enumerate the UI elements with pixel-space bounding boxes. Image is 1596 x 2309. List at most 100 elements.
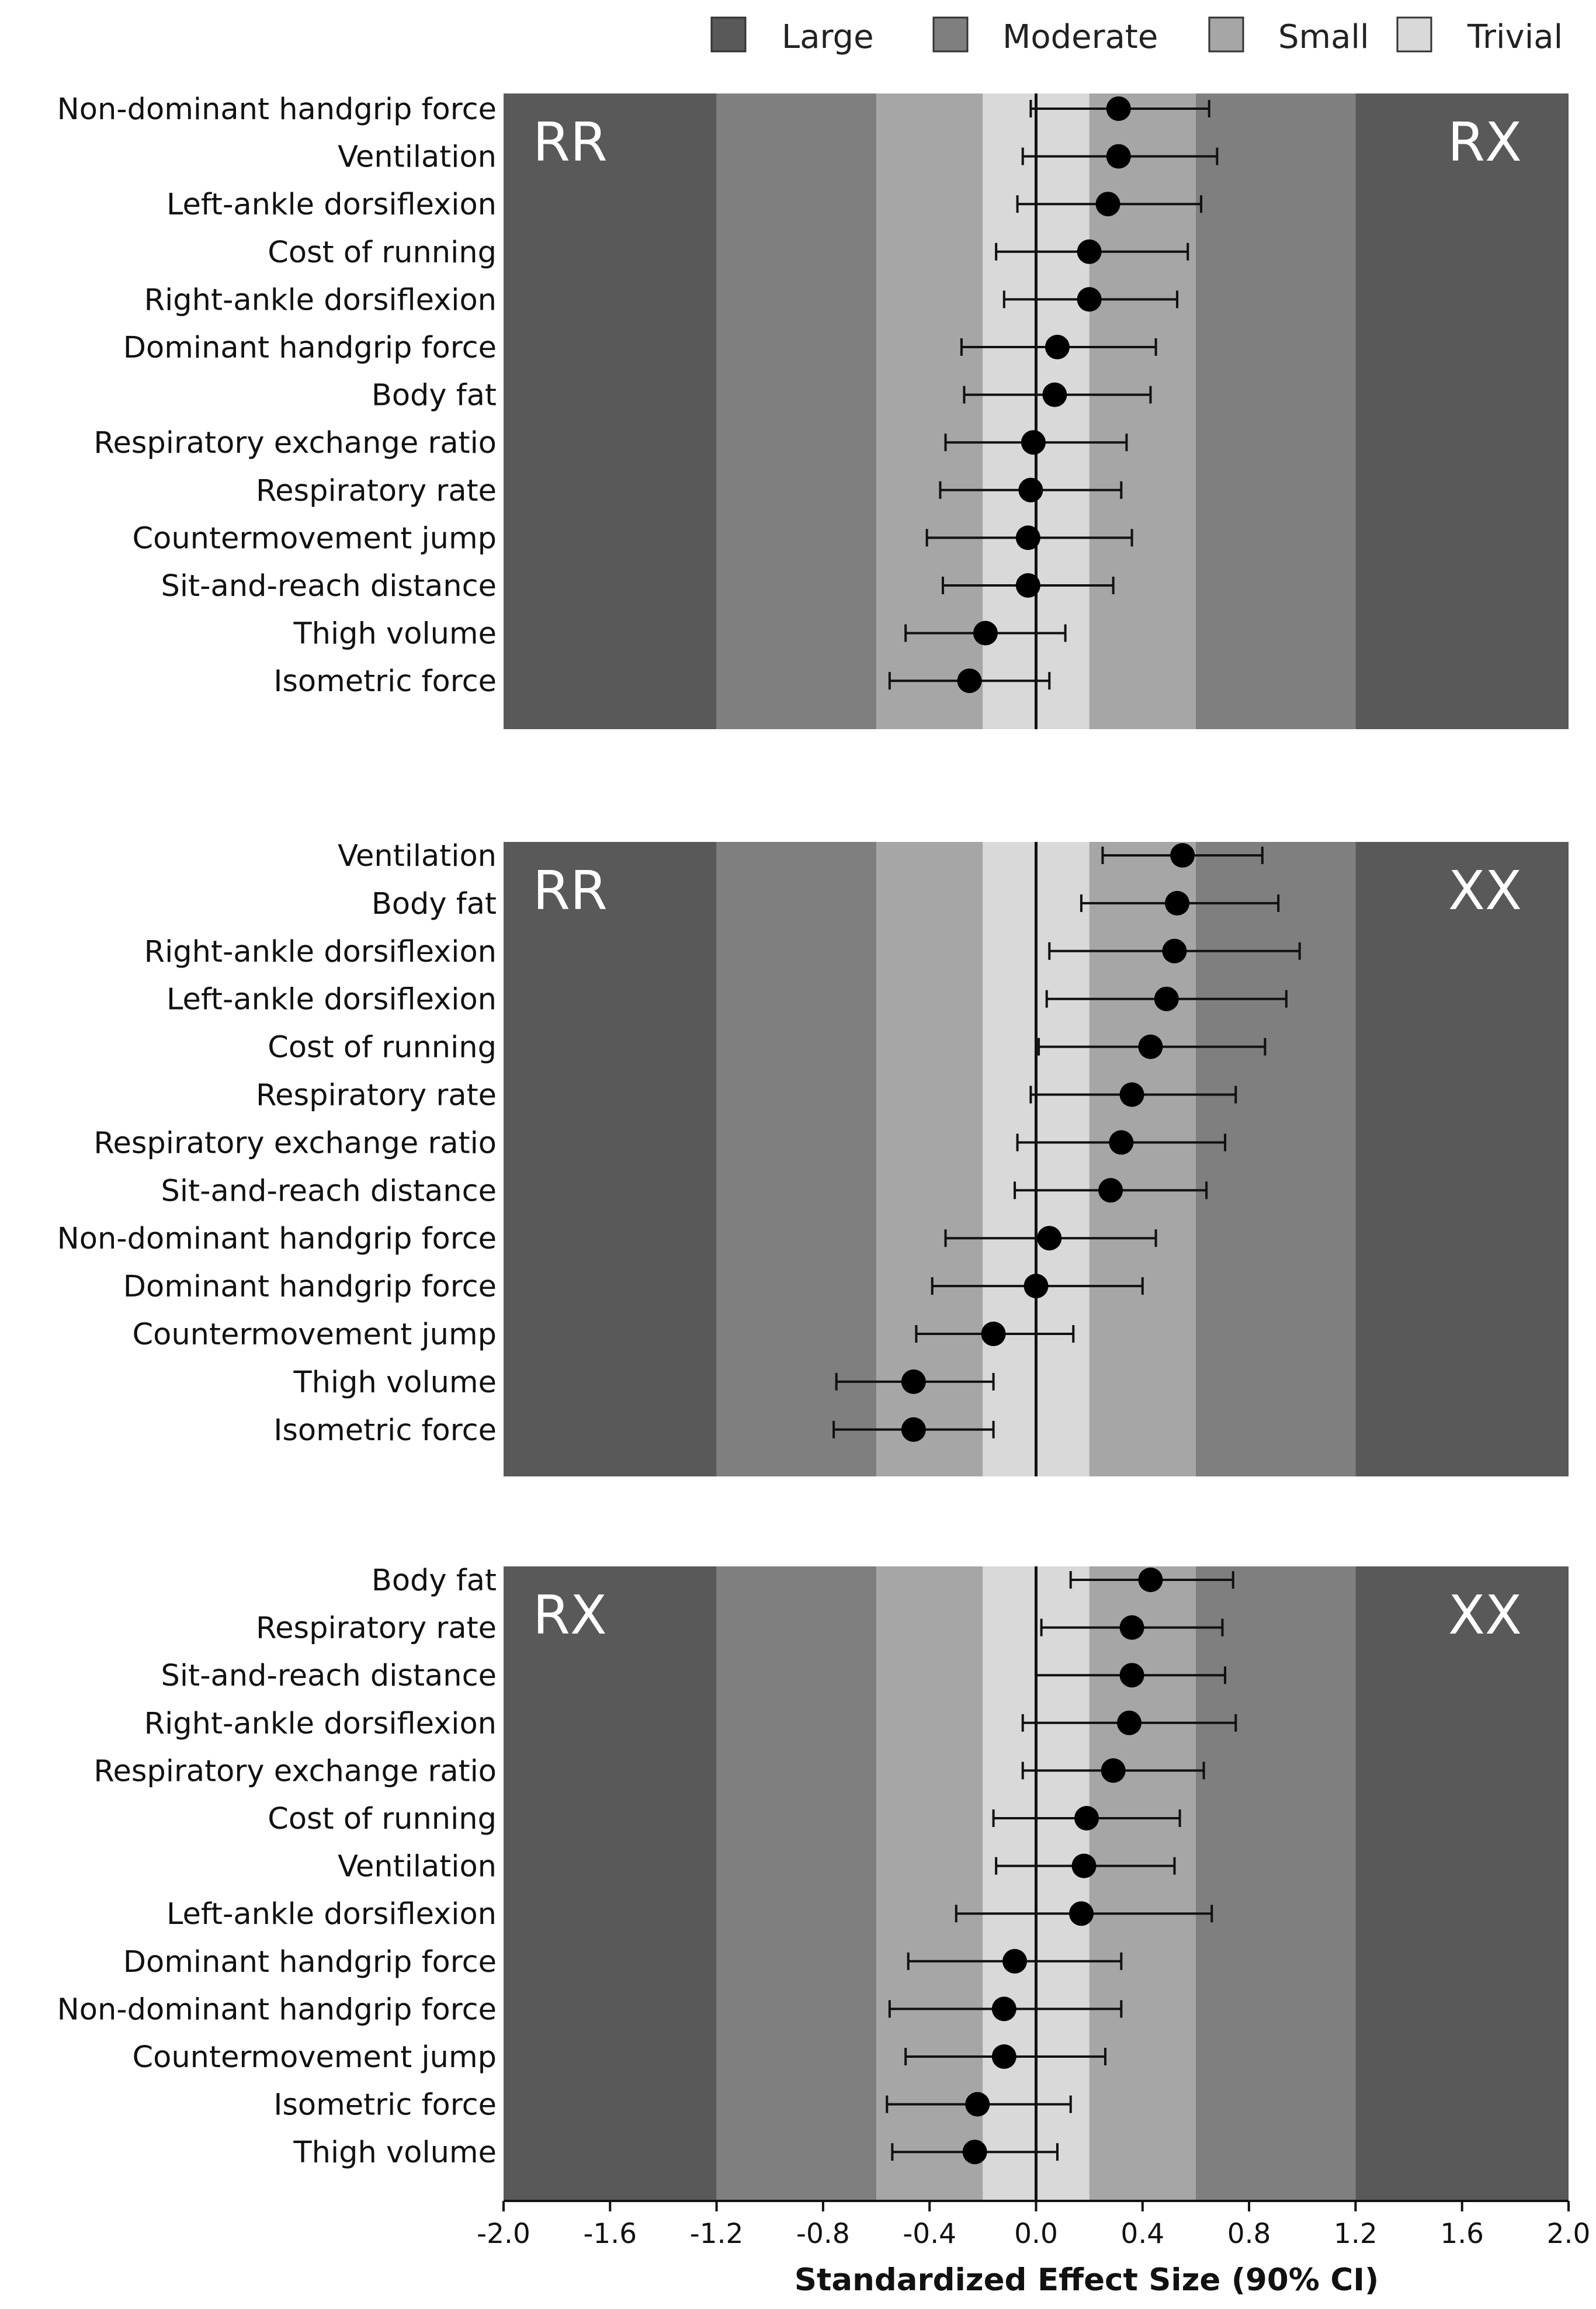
band-small [876,93,983,729]
comparison-label-right: RX [1448,111,1522,174]
point-estimate [1170,843,1195,868]
row-label: Dominant handgrip force [123,1945,497,1979]
row-countermovement-jump: Countermovement jump [133,521,1133,556]
row-label: Sit-and-reach distance [161,1174,497,1208]
row-respiratory-exchange-ratio: Respiratory exchange ratio [93,1126,1227,1160]
x-tick-label: 0.0 [1014,2218,1058,2250]
row-non-dominant-handgrip-force: Non-dominant handgrip force [57,92,1210,127]
row-label: Left-ankle dorsiflexion [166,983,497,1017]
band-small [1089,1566,1196,2201]
point-estimate [1074,1806,1099,1830]
x-axis-title: Standardized Effect Size (90% CI) [794,2262,1379,2298]
band-moderate [716,1566,877,2201]
row-label: Body fat [372,379,497,413]
row-isometric-force: Isometric force [273,1413,995,1448]
row-isometric-force: Isometric force [273,2088,1072,2123]
row-cost-of-running: Cost of running [268,235,1189,270]
point-estimate [1018,477,1043,502]
row-label: Thigh volume [293,1365,497,1400]
x-tick-label: 1.2 [1334,2218,1378,2250]
comparison-label-right: XX [1448,859,1522,922]
point-estimate [1095,192,1120,217]
x-tick-label: -1.6 [583,2218,637,2250]
point-estimate [1138,1034,1163,1059]
row-label: Respiratory exchange ratio [93,426,497,460]
row-label: Respiratory rate [256,474,497,508]
band-large [504,842,717,1476]
point-estimate [1015,525,1040,550]
point-estimate [1042,382,1067,407]
x-axis: -2.0 -1.6 -1.2 -0.8 -0.4 0.0 0.4 0.8 1.2 1.6 2.0 St… [477,2200,1590,2298]
row-right-ankle-dorsiflexion: Right-ankle dorsiflexion [144,283,1179,317]
x-tick-label: 0.8 [1227,2218,1271,2250]
row-countermovement-jump: Countermovement jump [133,1318,1075,1352]
panels: RR RX Non-dominant handgrip force Ventilati… [57,92,1569,2201]
point-estimate [962,2140,987,2165]
legend-label-small: Small [1278,18,1369,56]
point-estimate [1109,1130,1134,1155]
band-small [876,1566,983,2201]
band-moderate [716,842,877,1476]
point-estimate [1077,239,1102,264]
row-non-dominant-handgrip-force: Non-dominant handgrip force [57,1992,1123,2027]
row-dominant-handgrip-force: Dominant handgrip force [123,331,1157,365]
band-moderate [1195,1566,1356,2201]
panel-2: RR XX Ventilation Body fat Right-ankle dorsi… [57,839,1569,1476]
legend-label-moderate: Moderate [1002,18,1158,56]
row-label: Dominant handgrip force [123,331,497,365]
row-dominant-handgrip-force: Dominant handgrip force [123,1270,1144,1304]
row-sit-and-reach-distance: Sit-and-reach distance [161,1659,1227,1693]
point-estimate [901,1417,926,1442]
legend-swatch-moderate [932,16,969,53]
point-estimate [901,1369,926,1394]
row-label: Dominant handgrip force [123,1270,497,1304]
row-right-ankle-dorsiflexion: Right-ankle dorsiflexion [144,935,1301,969]
row-label: Non-dominant handgrip force [57,1222,497,1256]
row-respiratory-rate: Respiratory rate [256,1611,1224,1646]
row-respiratory-exchange-ratio: Respiratory exchange ratio [93,1754,1205,1788]
row-label: Countermovement jump [133,1318,497,1352]
row-right-ankle-dorsiflexion: Right-ankle dorsiflexion [144,1707,1237,1741]
row-thigh-volume: Thigh volume [293,2135,1059,2170]
band-small [1089,842,1196,1476]
band-moderate [716,93,877,729]
band-small [876,842,983,1476]
point-estimate [1117,1710,1142,1735]
row-label: Cost of running [268,235,497,270]
row-label: Right-ankle dorsiflexion [144,283,497,317]
row-left-ankle-dorsiflexion: Left-ankle dorsiflexion [166,188,1203,222]
point-estimate [1045,335,1070,359]
row-label: Respiratory rate [256,1079,497,1113]
row-label: Left-ankle dorsiflexion [166,1897,497,1932]
point-estimate [1119,1615,1144,1640]
legend-swatch-large [710,16,747,53]
row-label: Non-dominant handgrip force [57,1992,497,2027]
row-sit-and-reach-distance: Sit-and-reach distance [161,1174,1208,1208]
row-label: Sit-and-reach distance [161,569,497,604]
row-sit-and-reach-distance: Sit-and-reach distance [161,569,1115,604]
row-respiratory-rate: Respiratory rate [256,1079,1237,1113]
x-tick-label: -0.8 [796,2218,850,2250]
point-estimate [1119,1663,1144,1688]
row-countermovement-jump: Countermovement jump [133,2040,1106,2075]
row-body-fat: Body fat [372,887,1280,921]
band-moderate [1195,93,1356,729]
band-large [1355,93,1569,729]
band-small [1089,93,1196,729]
row-label: Body fat [372,1563,497,1598]
point-estimate [965,2092,990,2117]
row-ventilation: Ventilation [338,1850,1176,1884]
legend-swatch-small [1208,16,1244,53]
row-thigh-volume: Thigh volume [293,617,1067,651]
point-estimate [1162,938,1187,963]
panel-3: RX XX Body fat Respiratory rate Sit-and-reac… [57,1563,1569,2201]
row-body-fat: Body fat [372,1563,1234,1598]
row-ventilation: Ventilation [338,839,1264,873]
legend-label-trivial: Trivial [1467,18,1563,56]
point-estimate [1023,1274,1049,1299]
point-estimate [1119,1082,1144,1107]
legend-label-large: Large [782,18,874,56]
row-label: Right-ankle dorsiflexion [144,1707,497,1741]
row-left-ankle-dorsiflexion: Left-ankle dorsiflexion [166,1897,1213,1932]
point-estimate [1002,1949,1028,1974]
